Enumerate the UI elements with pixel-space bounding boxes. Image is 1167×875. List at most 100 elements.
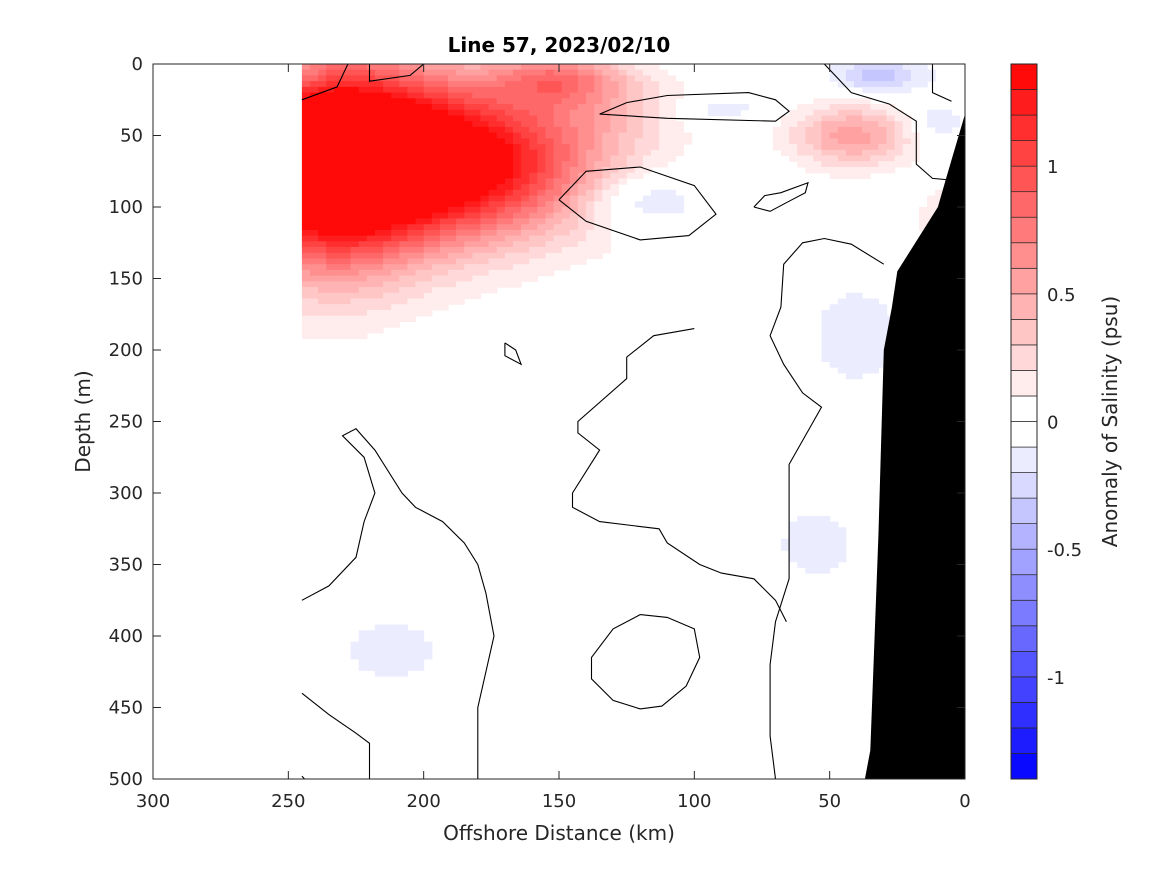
heat-cell (537, 235, 546, 242)
heat-cell (845, 109, 855, 117)
heat-cell (423, 201, 433, 208)
heat-cell (366, 241, 376, 248)
heat-cell (310, 275, 319, 282)
heat-cell (399, 247, 408, 254)
heat-cell (423, 275, 433, 282)
heat-cell (326, 126, 335, 134)
heat-cell (415, 172, 425, 179)
heat-cell (342, 69, 352, 76)
heat-cell (391, 138, 400, 145)
heat-cell (439, 241, 449, 248)
heat-cell (610, 172, 620, 179)
heat-cell (561, 207, 571, 214)
heat-cell (399, 658, 408, 666)
heat-cell (651, 75, 660, 82)
heat-cell (383, 630, 392, 637)
heat-cell (886, 138, 896, 145)
heat-cell (326, 332, 335, 340)
heat-cell (862, 98, 871, 105)
heat-cell (569, 126, 579, 134)
heat-cell (496, 75, 506, 82)
heat-cell (594, 155, 603, 162)
heat-cell (854, 132, 863, 139)
heat-cell (870, 86, 879, 94)
heat-cell (374, 252, 384, 260)
colorbar-swatch (1010, 293, 1038, 320)
heat-cell (439, 218, 449, 225)
heat-cell (399, 287, 408, 294)
heat-cell (439, 201, 449, 208)
heat-cell (594, 86, 603, 94)
heat-cell (301, 235, 311, 242)
heat-cell (358, 212, 368, 219)
heat-cell (383, 298, 392, 305)
heat-cell (326, 327, 335, 334)
heat-cell (439, 161, 449, 168)
heat-cell (513, 104, 522, 111)
heat-cell (594, 252, 603, 260)
heat-cell (586, 81, 595, 88)
heat-cell (415, 92, 425, 99)
heat-cell (504, 258, 514, 265)
heat-cell (577, 104, 587, 111)
zero-contour-line (558, 166, 717, 241)
heat-cell (326, 64, 335, 71)
heat-cell (472, 287, 482, 294)
x-axis: 300 250 200 150 100 50 0 (136, 64, 971, 812)
heat-cell (537, 258, 546, 265)
heat-cell (407, 201, 417, 208)
heat-cell (415, 167, 425, 174)
heat-cell (545, 81, 555, 88)
heat-cell (821, 104, 831, 111)
heat-cell (334, 121, 343, 128)
heat-cell (789, 121, 798, 128)
heat-cell (553, 86, 563, 94)
heat-cell (407, 298, 417, 305)
heat-cell (537, 269, 546, 277)
heat-cell (358, 121, 368, 128)
heat-cell (821, 332, 831, 340)
heat-cell (439, 98, 449, 105)
heat-cell (594, 115, 603, 122)
heat-cell (318, 224, 327, 231)
heat-cell (553, 75, 563, 82)
heat-cell (488, 155, 498, 162)
heat-cell (797, 161, 806, 168)
heat-cell (618, 86, 628, 94)
heat-cell (407, 252, 417, 260)
heat-cell (310, 235, 319, 242)
heat-cell (407, 235, 417, 242)
heat-cell (569, 241, 579, 248)
heat-cell (561, 264, 571, 271)
heat-cell (310, 252, 319, 260)
heat-cell (902, 81, 912, 88)
heat-cell (301, 195, 311, 202)
heat-cell (472, 115, 482, 122)
heat-cell (529, 184, 538, 191)
heat-cell (545, 92, 555, 99)
heat-cell (845, 327, 855, 334)
heat-cell (318, 275, 327, 282)
heat-cell (902, 161, 912, 168)
heat-cell (553, 144, 563, 151)
heat-cell (797, 138, 806, 145)
heat-cell (464, 287, 473, 294)
heat-cell (326, 224, 335, 231)
heat-cell (366, 178, 376, 185)
heat-cell (310, 161, 319, 168)
heat-cell (366, 69, 376, 76)
heat-cell (537, 218, 546, 225)
heat-cell (878, 132, 888, 139)
heat-cell (399, 624, 408, 631)
heat-cell (837, 69, 847, 76)
heat-cell (513, 201, 522, 208)
heat-cell (407, 69, 417, 76)
heat-cell (577, 241, 587, 248)
heat-cell (569, 235, 579, 242)
heat-cell (374, 172, 384, 179)
heat-cell (391, 69, 400, 76)
heat-cell (496, 195, 506, 202)
heat-cell (480, 75, 490, 82)
colorbar-tick-label: 0 (1047, 413, 1058, 434)
heat-cell (423, 126, 433, 134)
